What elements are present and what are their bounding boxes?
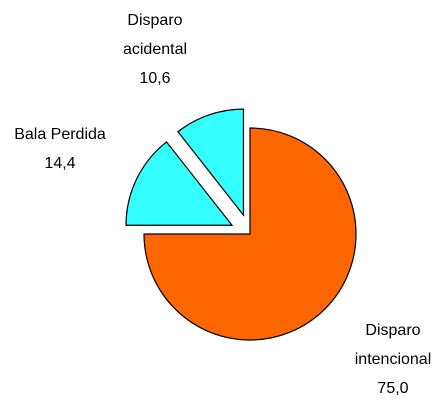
pie-slice [143,127,357,341]
slice-label: Bala Perdida 14,4 [0,120,120,178]
pie-slice [125,141,234,226]
category-label: Bala Perdida [14,126,106,143]
category-label: Disparo acidental [122,12,188,58]
category-label: Disparo intencional [354,322,432,368]
value-label: 75,0 [377,380,409,397]
value-label: 10,6 [139,70,171,87]
slice-label: Disparo acidental 10,6 [100,6,210,93]
slice-label: Disparo intencional 75,0 [338,316,440,403]
pie-slice [177,108,245,217]
value-label: 14,4 [44,155,76,172]
